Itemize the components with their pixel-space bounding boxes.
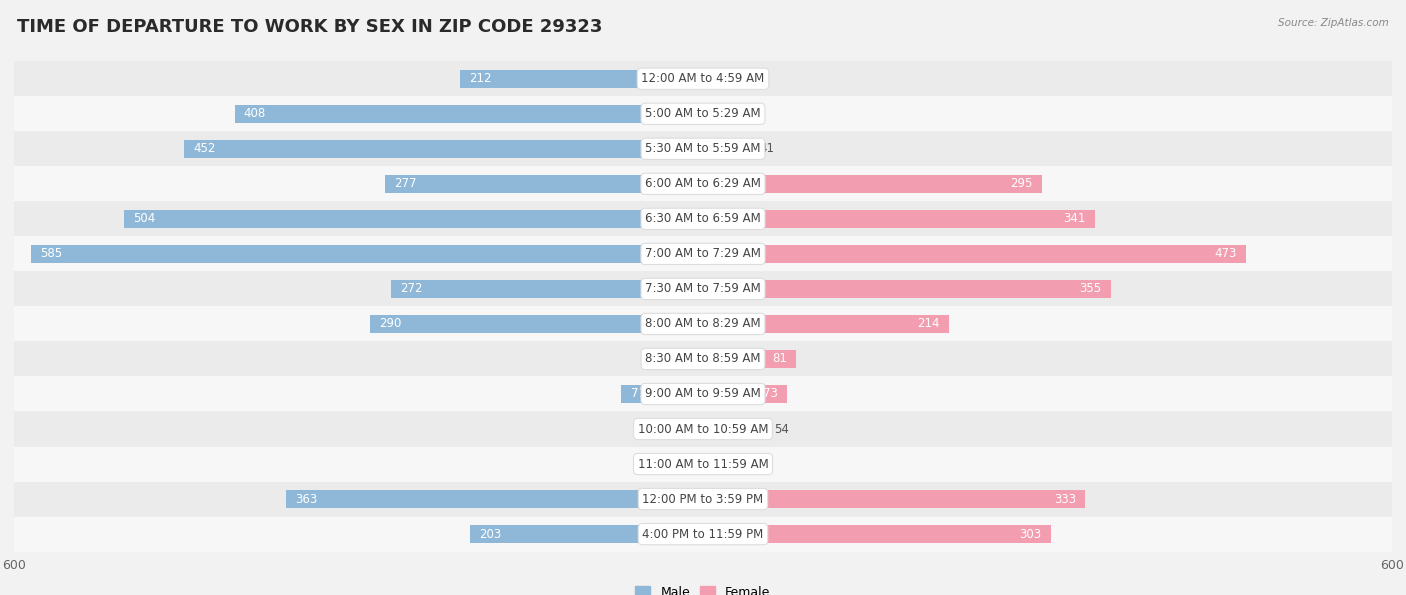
Text: 5:00 AM to 5:29 AM: 5:00 AM to 5:29 AM — [645, 107, 761, 120]
Legend: Male, Female: Male, Female — [630, 581, 776, 595]
Text: 12:00 PM to 3:59 PM: 12:00 PM to 3:59 PM — [643, 493, 763, 506]
Text: 277: 277 — [394, 177, 416, 190]
Text: 11:00 AM to 11:59 AM: 11:00 AM to 11:59 AM — [638, 458, 768, 471]
Bar — [703, 420, 765, 438]
Text: 341: 341 — [1063, 212, 1085, 226]
Text: 214: 214 — [917, 318, 939, 330]
Text: 504: 504 — [134, 212, 156, 226]
Text: 6:30 AM to 6:59 AM: 6:30 AM to 6:59 AM — [645, 212, 761, 226]
Bar — [31, 245, 703, 263]
Bar — [703, 315, 949, 333]
Text: 8:30 AM to 8:59 AM: 8:30 AM to 8:59 AM — [645, 352, 761, 365]
Bar — [700, 420, 703, 438]
Bar — [703, 455, 728, 473]
Bar — [0, 342, 1406, 377]
Bar — [703, 210, 1094, 228]
Bar — [0, 481, 1406, 516]
Bar — [0, 61, 1406, 96]
Text: Source: ZipAtlas.com: Source: ZipAtlas.com — [1278, 18, 1389, 28]
Text: 585: 585 — [41, 248, 63, 261]
Bar — [0, 412, 1406, 446]
Text: 10:00 AM to 10:59 AM: 10:00 AM to 10:59 AM — [638, 422, 768, 436]
Bar — [666, 350, 703, 368]
Bar — [235, 105, 703, 123]
Text: 6:00 AM to 6:29 AM: 6:00 AM to 6:29 AM — [645, 177, 761, 190]
Text: 333: 333 — [1054, 493, 1076, 506]
Text: 8:00 AM to 8:29 AM: 8:00 AM to 8:29 AM — [645, 318, 761, 330]
Bar — [385, 175, 703, 193]
Bar — [0, 446, 1406, 481]
Text: 3: 3 — [683, 422, 690, 436]
Text: 355: 355 — [1080, 283, 1101, 295]
Bar — [287, 490, 703, 508]
Text: 81: 81 — [772, 352, 787, 365]
Text: 408: 408 — [243, 107, 266, 120]
Text: 36: 36 — [637, 458, 652, 471]
Text: 290: 290 — [380, 318, 402, 330]
Text: 272: 272 — [399, 283, 422, 295]
Bar — [703, 175, 1042, 193]
Text: 41: 41 — [759, 142, 775, 155]
Text: 73: 73 — [763, 387, 778, 400]
Bar — [0, 201, 1406, 236]
Text: 71: 71 — [631, 387, 645, 400]
Bar — [703, 350, 796, 368]
Text: 54: 54 — [775, 422, 789, 436]
Bar — [124, 210, 703, 228]
Text: 452: 452 — [193, 142, 215, 155]
Bar — [703, 70, 734, 88]
Text: 5:30 AM to 5:59 AM: 5:30 AM to 5:59 AM — [645, 142, 761, 155]
Text: 203: 203 — [479, 528, 502, 541]
Text: 22: 22 — [738, 458, 752, 471]
Text: 473: 473 — [1215, 248, 1237, 261]
Bar — [0, 167, 1406, 201]
Bar — [703, 245, 1246, 263]
Bar — [0, 306, 1406, 342]
Text: 12:00 AM to 4:59 AM: 12:00 AM to 4:59 AM — [641, 72, 765, 85]
Text: 4:00 PM to 11:59 PM: 4:00 PM to 11:59 PM — [643, 528, 763, 541]
Text: 7:00 AM to 7:29 AM: 7:00 AM to 7:29 AM — [645, 248, 761, 261]
Text: 32: 32 — [643, 352, 657, 365]
Bar — [0, 271, 1406, 306]
Bar — [0, 377, 1406, 412]
Bar — [703, 385, 787, 403]
Bar — [391, 280, 703, 298]
Text: 7:30 AM to 7:59 AM: 7:30 AM to 7:59 AM — [645, 283, 761, 295]
Text: 27: 27 — [744, 72, 758, 85]
Bar — [460, 70, 703, 88]
Bar — [703, 490, 1085, 508]
Bar — [470, 525, 703, 543]
Bar — [703, 140, 749, 158]
Text: 295: 295 — [1010, 177, 1032, 190]
Bar — [0, 516, 1406, 552]
Text: 363: 363 — [295, 493, 318, 506]
Text: 9:00 AM to 9:59 AM: 9:00 AM to 9:59 AM — [645, 387, 761, 400]
Bar — [184, 140, 703, 158]
Bar — [621, 385, 703, 403]
Bar — [370, 315, 703, 333]
Text: 11: 11 — [725, 107, 740, 120]
Bar — [703, 105, 716, 123]
Bar — [0, 96, 1406, 131]
Text: 212: 212 — [468, 72, 491, 85]
Text: TIME OF DEPARTURE TO WORK BY SEX IN ZIP CODE 29323: TIME OF DEPARTURE TO WORK BY SEX IN ZIP … — [17, 18, 602, 36]
Bar — [662, 455, 703, 473]
Bar — [0, 236, 1406, 271]
Text: 303: 303 — [1019, 528, 1042, 541]
Bar — [703, 280, 1111, 298]
Bar — [703, 525, 1050, 543]
Bar — [0, 131, 1406, 167]
